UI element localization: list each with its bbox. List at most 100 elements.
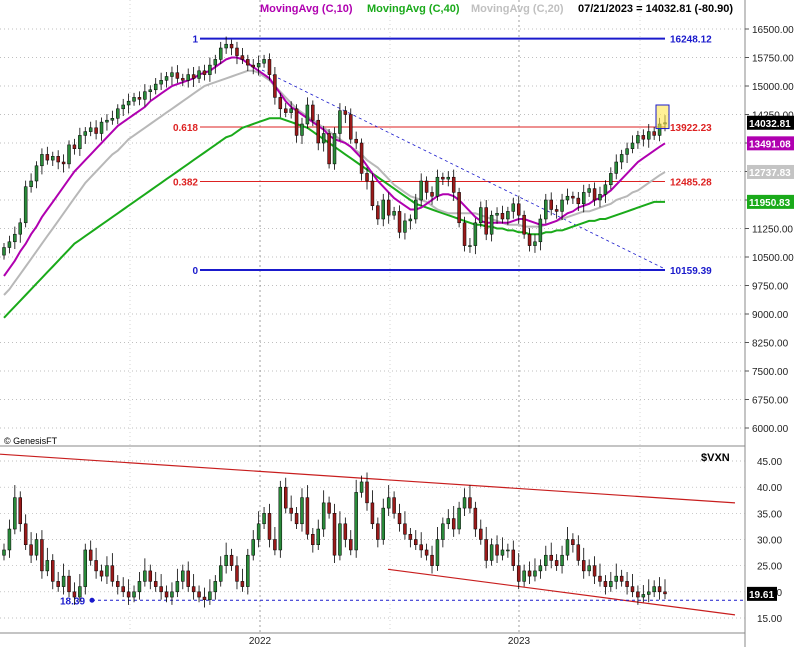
candle-body — [283, 486, 288, 509]
price-candle — [419, 173, 423, 206]
candle-body — [116, 581, 120, 587]
vxn-candle — [267, 503, 272, 548]
vxn-candle — [397, 503, 402, 532]
vxn-candle — [29, 532, 33, 564]
candle-body — [581, 192, 586, 205]
vxn-candle — [159, 574, 163, 600]
candle-body — [67, 144, 71, 165]
vxn-candle — [278, 480, 283, 558]
price-candle — [338, 103, 342, 141]
vxn-candle — [587, 559, 591, 577]
candle-body — [34, 539, 39, 556]
candle-body — [278, 97, 283, 110]
price-candle — [137, 91, 142, 106]
vxn-candle — [126, 579, 131, 605]
price-candle — [408, 214, 413, 230]
vxn-candle — [208, 579, 212, 605]
candle-body — [527, 233, 532, 246]
price-candle — [571, 191, 575, 204]
candle-body — [549, 554, 553, 561]
vxn-support-label: 18.39 — [60, 596, 85, 607]
candle-body — [148, 570, 153, 582]
candle-body — [305, 104, 310, 125]
price-candle — [386, 192, 391, 224]
vxn-candle — [240, 568, 245, 592]
candle-body — [533, 241, 537, 246]
price-candle — [13, 226, 17, 250]
vxn-candle — [576, 535, 581, 566]
vxn-candle — [571, 533, 575, 553]
price-candle — [116, 104, 120, 125]
candle-body — [354, 138, 358, 144]
price-candle — [78, 127, 82, 156]
candle-body — [544, 199, 548, 220]
vxn-candle — [663, 579, 667, 600]
vxn-candle — [51, 554, 55, 590]
vxn-support-dot — [89, 597, 95, 603]
candle-body — [381, 507, 386, 540]
y-tick-label: 15000.00 — [752, 82, 794, 93]
price-candle — [468, 238, 472, 253]
price-candle — [462, 216, 467, 252]
vxn-candle — [647, 579, 651, 603]
candle-body — [278, 486, 283, 551]
moving-averages — [3, 56, 666, 319]
grid-layer — [0, 0, 746, 647]
candle-body — [565, 539, 570, 556]
candle-body — [500, 549, 505, 556]
vxn-candle — [305, 485, 310, 540]
vxn-candle — [386, 485, 391, 516]
x-tick-label: 2022 — [249, 636, 272, 647]
y-tick-label: 15750.00 — [752, 54, 794, 65]
price-candle — [576, 192, 581, 212]
candle-body — [67, 575, 71, 593]
candle-body — [457, 192, 461, 224]
price-candle — [56, 150, 60, 170]
vxn-candle — [430, 545, 434, 574]
candle-body — [576, 197, 581, 205]
candle-body — [652, 131, 656, 136]
candle-body — [273, 74, 277, 98]
candle-body — [506, 549, 510, 552]
price-candle — [126, 93, 131, 114]
candle-body — [592, 565, 597, 577]
price-candle — [527, 228, 532, 252]
candle-body — [78, 135, 82, 149]
vxn-candle — [148, 564, 153, 590]
price-candle — [235, 41, 239, 65]
candle-body — [23, 186, 28, 224]
vxn-candle — [61, 563, 66, 595]
fib-levels: 1 16248.12 0.618 13922.23 0.382 12485.28 0 1015… — [173, 35, 712, 277]
price-candle — [132, 92, 136, 106]
vxn-label: $VXN — [701, 452, 730, 464]
candle-body — [663, 591, 667, 595]
candle-body — [652, 586, 656, 593]
price-candle — [435, 169, 440, 201]
vxn-candle — [495, 535, 499, 564]
candle-body — [468, 497, 472, 509]
candle-body — [99, 570, 104, 577]
vxn-candle — [549, 542, 553, 569]
watermark: © GenesisFT — [4, 436, 58, 446]
vxn-candle — [468, 485, 472, 514]
vxn-candle — [614, 563, 618, 590]
price-candle — [316, 114, 320, 151]
candle-body — [56, 581, 60, 587]
price-candle — [88, 121, 93, 137]
price-candle — [424, 176, 429, 200]
candle-body — [13, 233, 17, 243]
candle-body — [300, 123, 304, 136]
vxn-candle — [359, 475, 364, 498]
candle-body — [181, 78, 185, 81]
candle-body — [419, 544, 423, 551]
vxn-candle — [370, 490, 375, 530]
vxn-candle — [7, 519, 12, 558]
fib-ratio-label: 1 — [192, 35, 198, 46]
candle-body — [641, 135, 646, 140]
vxn-candle — [256, 511, 261, 548]
price-candle — [294, 104, 299, 143]
vxn-candle — [511, 540, 516, 571]
y-tick-label: 9000.00 — [752, 310, 789, 321]
price-candle — [354, 131, 358, 149]
